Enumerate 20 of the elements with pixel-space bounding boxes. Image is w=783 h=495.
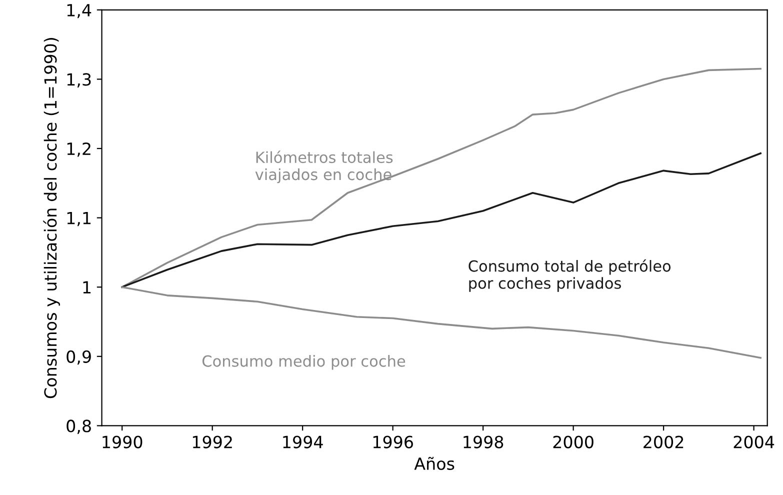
x-tick-label: 2002	[644, 436, 684, 448]
y-tick-label: 1,1	[67, 212, 91, 226]
y-tick-label: 1,3	[67, 73, 91, 88]
y-axis-title: Consumos y utilización del coche (1=1990)	[43, 38, 60, 398]
x-tick-label: 1996	[373, 436, 413, 448]
x-tick-label: 1990	[102, 436, 142, 448]
x-axis-title: Años	[414, 456, 454, 470]
x-tick-label: 1998	[464, 436, 504, 448]
y-tick-label: 1	[83, 281, 91, 294]
x-tick-label: 2000	[553, 436, 594, 448]
x-tick-label: 1994	[283, 436, 323, 448]
text: Consumo medio por coche	[202, 355, 406, 370]
x-tick-label: 1992	[192, 436, 232, 448]
y-tick-label: 0,9	[66, 350, 91, 365]
text: Consumo total de petróleo por coches privados	[468, 259, 671, 292]
x-tick-label: 2004	[734, 436, 774, 448]
series-label: Kilómetros totales viajados en coche	[255, 150, 393, 184]
y-tick-label: 1,2	[67, 142, 90, 157]
y-tick-label: 0,8	[66, 420, 91, 434]
y-tick-label: 1,4	[67, 4, 92, 18]
